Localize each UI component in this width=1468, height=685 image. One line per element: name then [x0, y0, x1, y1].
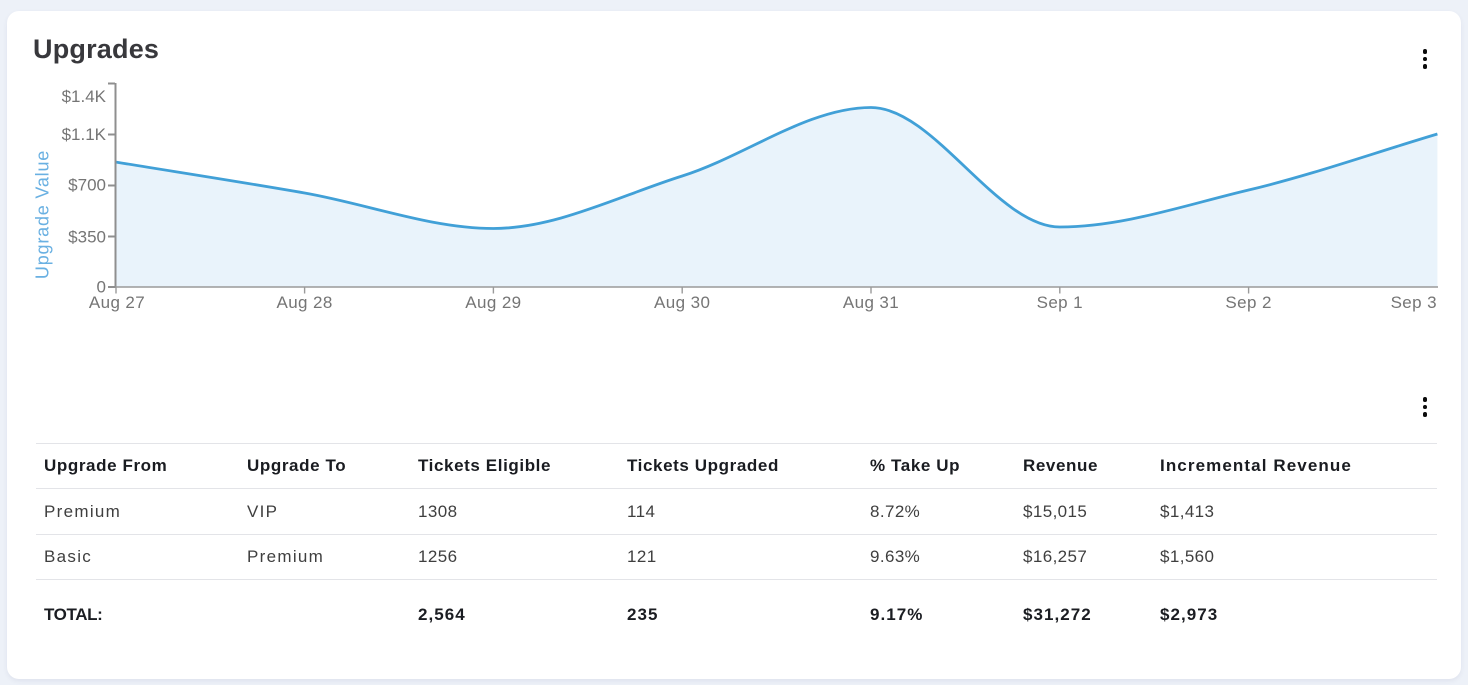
- svg-text:$700: $700: [68, 176, 106, 195]
- svg-text:Aug 31: Aug 31: [843, 293, 899, 312]
- svg-text:Aug 27: Aug 27: [89, 293, 145, 312]
- svg-text:Aug 28: Aug 28: [276, 293, 332, 312]
- svg-text:Sep 3: Sep 3: [1391, 293, 1437, 312]
- svg-text:Sep 1: Sep 1: [1037, 293, 1083, 312]
- svg-text:$1.4K: $1.4K: [62, 87, 107, 106]
- svg-text:Sep 2: Sep 2: [1225, 293, 1271, 312]
- svg-text:0: 0: [97, 278, 106, 297]
- svg-text:$350: $350: [68, 228, 106, 247]
- svg-text:Upgrade Value: Upgrade Value: [33, 150, 53, 279]
- svg-text:Aug 30: Aug 30: [654, 293, 710, 312]
- svg-text:$1.1K: $1.1K: [62, 125, 107, 144]
- svg-text:Aug 29: Aug 29: [465, 293, 521, 312]
